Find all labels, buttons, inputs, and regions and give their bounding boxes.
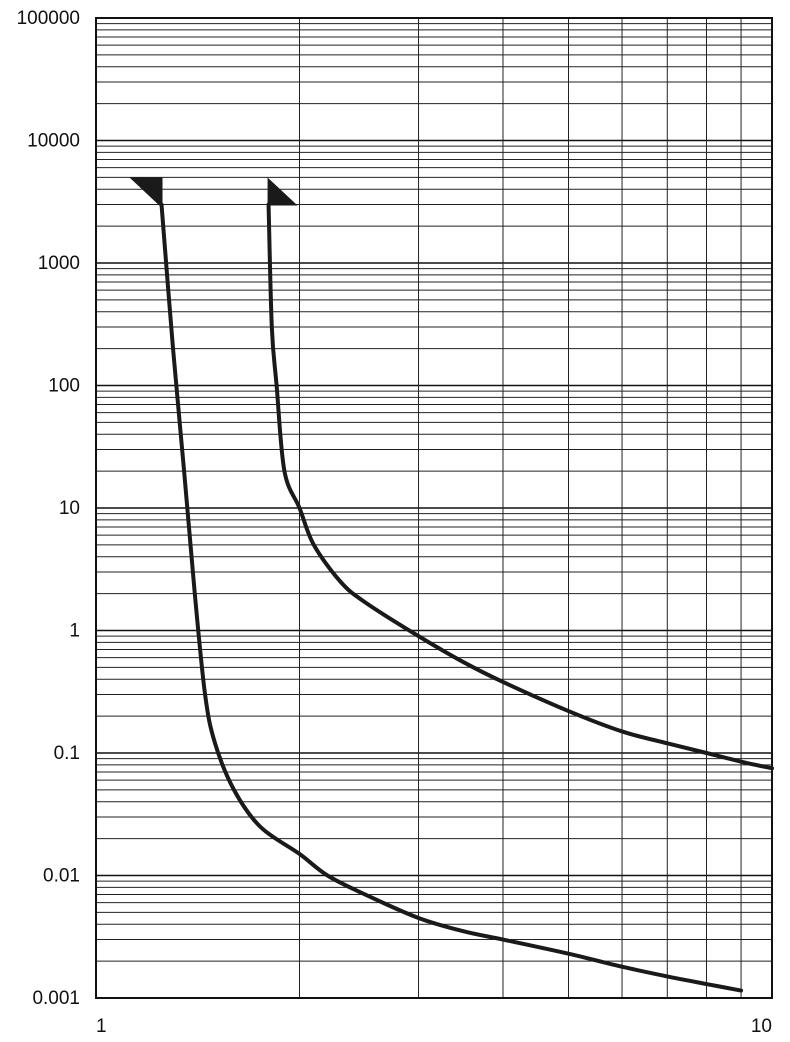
y-tick-label: 10 bbox=[59, 498, 80, 519]
series-2-end-flag bbox=[267, 177, 298, 206]
x-axis-tick-labels: 1 10 bbox=[96, 1016, 772, 1037]
y-tick-label: 10000 bbox=[27, 131, 80, 152]
y-tick-label: 1 bbox=[69, 621, 80, 642]
grid bbox=[96, 18, 772, 999]
y-tick-label: 100000 bbox=[17, 8, 80, 29]
series-2-line bbox=[266, 202, 774, 771]
series-group bbox=[129, 177, 774, 993]
y-axis-tick-labels: 100000 10000 1000 100 10 1 0.1 0.01 0.001 bbox=[17, 8, 80, 1009]
y-tick-label: 0.01 bbox=[43, 866, 80, 887]
plot-frame bbox=[95, 17, 773, 999]
series-1-line bbox=[159, 202, 744, 993]
y-tick-label: 100 bbox=[48, 376, 80, 397]
y-tick-label: 0.001 bbox=[32, 988, 80, 1009]
y-tick-label: 0.1 bbox=[54, 743, 80, 764]
y-tick-label: 1000 bbox=[38, 253, 80, 274]
x-tick-label: 10 bbox=[751, 1016, 772, 1037]
series-1-end-flag bbox=[129, 177, 163, 209]
x-tick-label: 1 bbox=[96, 1016, 107, 1037]
